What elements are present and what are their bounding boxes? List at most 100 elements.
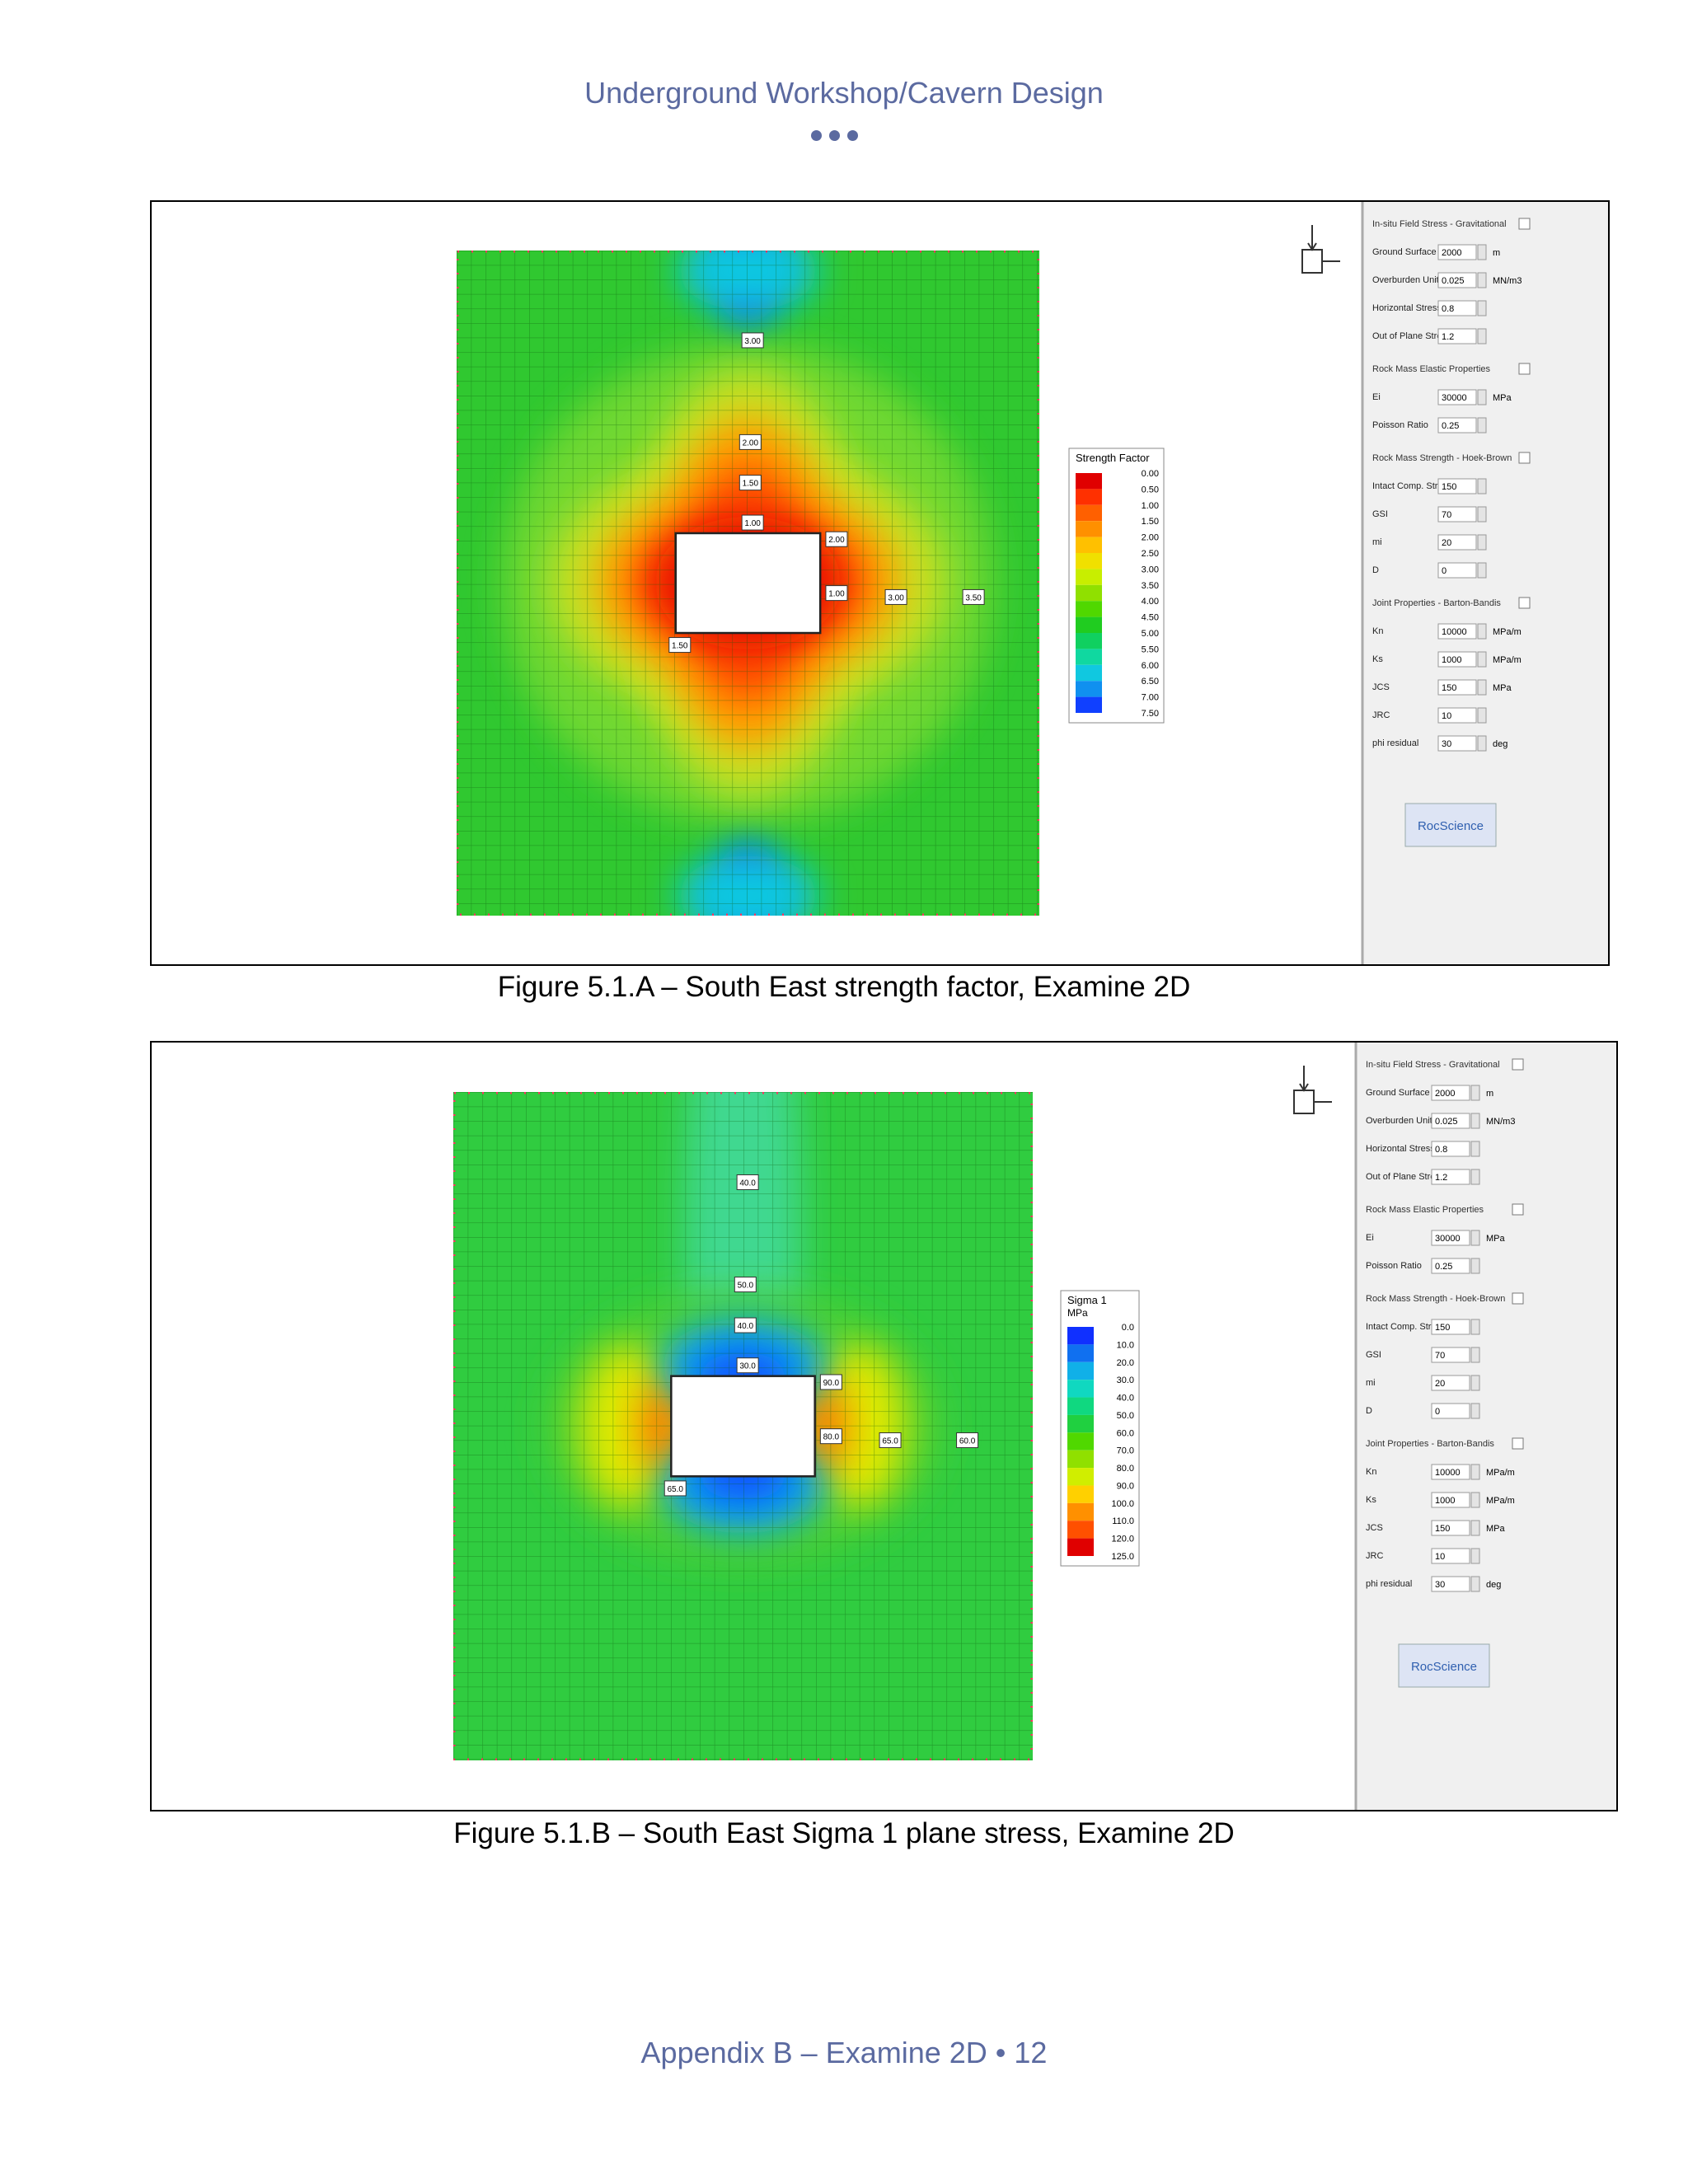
spinner bbox=[1470, 1141, 1480, 1157]
panel-unit: MPa bbox=[1486, 1234, 1506, 1244]
input-box bbox=[1431, 1319, 1470, 1335]
spinner bbox=[1477, 244, 1487, 260]
panel-label: phi residual bbox=[1366, 1579, 1412, 1589]
panel-value: 2000 bbox=[1435, 1089, 1455, 1099]
input-box bbox=[1437, 735, 1477, 752]
spinner bbox=[1470, 1520, 1480, 1536]
panel-value: 0 bbox=[1442, 566, 1447, 576]
footer: Appendix B – Examine 2D • 12 bbox=[640, 2036, 1048, 2069]
contour-label-box bbox=[819, 1374, 842, 1390]
legend-title: Sigma 1 bbox=[1067, 1294, 1107, 1306]
contour-label-box bbox=[663, 1480, 687, 1497]
panel-section-title: Rock Mass Strength - Hoek-Brown bbox=[1366, 1294, 1505, 1304]
legend-label: 7.50 bbox=[1142, 709, 1159, 719]
panel-unit: MPa/m bbox=[1486, 1496, 1515, 1506]
spinner bbox=[1470, 1085, 1480, 1101]
legend-swatch bbox=[1076, 537, 1102, 553]
spinner bbox=[1470, 1464, 1480, 1480]
legend-swatch bbox=[1067, 1414, 1094, 1433]
spinner bbox=[1477, 534, 1487, 551]
legend-label: 20.0 bbox=[1117, 1358, 1134, 1368]
panel-section-title: Rock Mass Elastic Properties bbox=[1372, 364, 1491, 374]
legend-label: 50.0 bbox=[1117, 1411, 1134, 1421]
panel-value: 30000 bbox=[1435, 1234, 1461, 1244]
panel-unit: deg bbox=[1493, 739, 1507, 749]
legend-subtitle: MPa bbox=[1067, 1307, 1088, 1319]
boundary bbox=[453, 1092, 1033, 1760]
panel-section-title: In-situ Field Stress - Gravitational bbox=[1366, 1060, 1500, 1070]
panel-value: 1000 bbox=[1442, 655, 1461, 665]
legend-swatch bbox=[1076, 504, 1102, 522]
panel-value: 10 bbox=[1442, 711, 1451, 721]
contour-plot bbox=[457, 251, 1039, 916]
panel-value: 0.025 bbox=[1435, 1117, 1458, 1127]
panel-section-title: Joint Properties - Barton-Bandis bbox=[1366, 1439, 1494, 1449]
panel-value: 150 bbox=[1435, 1323, 1450, 1333]
panel-value: 30000 bbox=[1442, 393, 1467, 403]
panel-unit: m bbox=[1486, 1089, 1493, 1099]
legend-swatch bbox=[1067, 1361, 1094, 1380]
panel-unit: MN/m3 bbox=[1486, 1117, 1515, 1127]
panel-value: 0.8 bbox=[1435, 1145, 1447, 1155]
input-box bbox=[1437, 417, 1477, 434]
spinner bbox=[1470, 1403, 1480, 1419]
legend-label: 120.0 bbox=[1111, 1535, 1134, 1544]
logo-text: RocScience bbox=[1418, 819, 1484, 833]
legend-label: 5.00 bbox=[1142, 629, 1159, 639]
legend-label: 4.00 bbox=[1142, 597, 1159, 607]
spinner bbox=[1477, 389, 1487, 405]
contour-label: 40.0 bbox=[739, 1179, 756, 1188]
contour-label-box bbox=[736, 1357, 759, 1374]
panel-value: 70 bbox=[1435, 1351, 1445, 1361]
spinner bbox=[1477, 623, 1487, 640]
input-box bbox=[1431, 1113, 1470, 1129]
collapse-button bbox=[1512, 1058, 1524, 1071]
input-box bbox=[1437, 534, 1477, 551]
input-box bbox=[1431, 1576, 1470, 1592]
header-dots bbox=[811, 130, 865, 145]
legend-label: 100.0 bbox=[1111, 1499, 1134, 1509]
contour-label: 90.0 bbox=[823, 1379, 840, 1388]
input-box bbox=[1431, 1464, 1470, 1480]
collapse-button bbox=[1518, 218, 1531, 230]
legend-label: 5.50 bbox=[1142, 644, 1159, 654]
figure: 3.00 2.00 1.50 1.00 2.00 1.00 3.00 3.50 1.50 Stre… bbox=[150, 200, 1610, 966]
spinner bbox=[1470, 1548, 1480, 1564]
contour-label: 60.0 bbox=[959, 1437, 976, 1446]
spinner bbox=[1477, 272, 1487, 288]
legend-swatch bbox=[1067, 1521, 1094, 1539]
panel-label: mi bbox=[1366, 1378, 1376, 1388]
input-box bbox=[1437, 478, 1477, 494]
collapse-button bbox=[1512, 1292, 1524, 1305]
legend-label: 6.00 bbox=[1142, 661, 1159, 671]
legend-swatch bbox=[1067, 1327, 1094, 1345]
panel-value: 30 bbox=[1442, 739, 1451, 749]
spinner bbox=[1477, 562, 1487, 579]
contour-label: 1.50 bbox=[743, 480, 759, 489]
input-box bbox=[1437, 707, 1477, 724]
panel-value: 0.8 bbox=[1442, 304, 1454, 314]
side-panel bbox=[1362, 202, 1608, 964]
contour-label-box bbox=[884, 588, 907, 605]
input-box bbox=[1431, 1258, 1470, 1274]
input-box bbox=[1437, 651, 1477, 668]
panel-unit: deg bbox=[1486, 1580, 1501, 1590]
panel-section-title: In-situ Field Stress - Gravitational bbox=[1372, 219, 1507, 229]
legend-swatch bbox=[1067, 1468, 1094, 1486]
contour-label: 2.00 bbox=[828, 536, 845, 545]
logo bbox=[1398, 1643, 1490, 1688]
legend-label: 6.50 bbox=[1142, 677, 1159, 687]
side-panel bbox=[1356, 1043, 1616, 1810]
legend-label: 4.50 bbox=[1142, 613, 1159, 623]
input-box bbox=[1431, 1403, 1470, 1419]
spinner bbox=[1477, 300, 1487, 316]
panel-value: 20 bbox=[1442, 538, 1451, 548]
collapse-button bbox=[1512, 1203, 1524, 1216]
contour-label-box bbox=[962, 588, 985, 605]
input-box bbox=[1431, 1520, 1470, 1536]
contour-label-box bbox=[734, 1317, 757, 1333]
legend-label: 60.0 bbox=[1117, 1428, 1134, 1438]
panel-value: 10000 bbox=[1435, 1468, 1461, 1478]
panel-section-title: Joint Properties - Barton-Bandis bbox=[1372, 598, 1501, 608]
spinner bbox=[1470, 1258, 1480, 1274]
